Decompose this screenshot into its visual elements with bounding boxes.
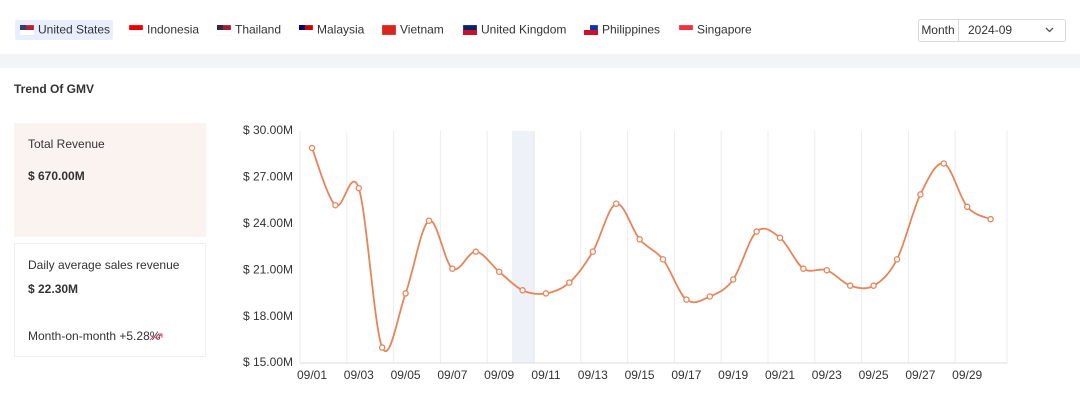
country-tab[interactable]: United States bbox=[38, 23, 110, 37]
flag bbox=[217, 30, 231, 35]
chevron bbox=[1045, 27, 1054, 33]
point bbox=[449, 265, 456, 272]
total-card bbox=[14, 123, 206, 237]
point bbox=[800, 265, 807, 272]
point bbox=[987, 215, 994, 223]
point bbox=[683, 296, 690, 303]
point bbox=[519, 287, 526, 294]
y-tick-label: $ 15.00M bbox=[243, 355, 293, 369]
country-bar bbox=[0, 0, 1080, 54]
trend-icon bbox=[149, 333, 163, 341]
x-tick-label: 09/15 bbox=[625, 368, 655, 382]
filter-value[interactable]: 2024-09 bbox=[968, 23, 1012, 37]
point bbox=[378, 344, 386, 351]
y-tick-label: $ 21.00M bbox=[243, 262, 293, 276]
x-tick-label: 09/25 bbox=[859, 368, 889, 382]
point bbox=[823, 266, 831, 274]
x-tick-label: 09/09 bbox=[484, 368, 514, 382]
point bbox=[776, 234, 784, 241]
x-tick-label: 09/23 bbox=[812, 368, 842, 382]
flag bbox=[217, 25, 223, 30]
country-tab[interactable]: United Kingdom bbox=[481, 23, 566, 37]
x-tick-label: 09/05 bbox=[391, 368, 421, 382]
x-tick-label: 09/07 bbox=[437, 368, 467, 382]
country-tab[interactable]: Vietnam bbox=[400, 23, 444, 37]
point bbox=[612, 200, 620, 207]
avg-card bbox=[14, 243, 206, 357]
country-tab[interactable]: Malaysia bbox=[317, 23, 365, 37]
card-label: Total Revenue bbox=[28, 137, 105, 151]
country-tab[interactable]: Indonesia bbox=[147, 23, 199, 37]
point bbox=[425, 217, 433, 224]
x-tick-label: 09/01 bbox=[297, 368, 327, 382]
x-tick-label: 09/29 bbox=[952, 368, 982, 382]
flag bbox=[584, 25, 590, 30]
point bbox=[308, 144, 316, 152]
point bbox=[355, 184, 363, 192]
x-tick-label: 09/17 bbox=[671, 368, 701, 382]
point bbox=[753, 228, 760, 235]
x-tick-label: 09/13 bbox=[578, 368, 608, 382]
flag bbox=[20, 25, 26, 30]
y-tick-label: $ 27.00M bbox=[243, 170, 293, 184]
flag bbox=[584, 30, 598, 35]
point bbox=[402, 290, 409, 297]
point bbox=[542, 290, 550, 297]
point bbox=[589, 248, 597, 255]
point bbox=[940, 160, 948, 167]
x-tick-label: 09/21 bbox=[765, 368, 795, 382]
country-tab[interactable]: Singapore bbox=[697, 23, 752, 37]
point bbox=[893, 256, 901, 263]
y-tick-label: $ 18.00M bbox=[243, 309, 293, 323]
point bbox=[495, 268, 503, 275]
point bbox=[846, 282, 854, 289]
flag bbox=[463, 30, 477, 35]
point bbox=[706, 293, 714, 300]
x-tick-label: 09/11 bbox=[531, 368, 560, 382]
point bbox=[729, 276, 737, 283]
x-tick-label: 09/03 bbox=[344, 368, 374, 382]
tab-selected-bg bbox=[15, 20, 113, 40]
point bbox=[963, 203, 971, 211]
flag bbox=[20, 30, 34, 35]
point bbox=[332, 201, 339, 209]
flag bbox=[129, 30, 143, 35]
flag bbox=[381, 24, 397, 36]
card-label: Daily average sales revenue bbox=[28, 258, 180, 272]
x-tick-label: 09/27 bbox=[905, 368, 935, 382]
hover-band bbox=[512, 131, 535, 363]
card-value: $ 670.00M bbox=[28, 169, 85, 183]
y-tick-label: $ 30.00M bbox=[243, 123, 293, 137]
point bbox=[917, 191, 924, 198]
card-value: $ 22.30M bbox=[28, 282, 78, 296]
section-title: Trend Of GMV bbox=[14, 82, 94, 96]
point bbox=[566, 279, 573, 286]
flag bbox=[299, 25, 305, 30]
x-tick-label: 09/19 bbox=[718, 368, 748, 382]
y-tick-label: $ 24.00M bbox=[243, 216, 293, 230]
month-select[interactable] bbox=[918, 19, 1066, 42]
filter-label: Month bbox=[921, 23, 954, 37]
point bbox=[636, 236, 643, 243]
point bbox=[659, 256, 667, 263]
point bbox=[870, 282, 877, 289]
flag bbox=[679, 30, 693, 35]
point bbox=[472, 248, 480, 255]
flag bbox=[299, 30, 313, 35]
country-tab[interactable]: Thailand bbox=[235, 23, 281, 37]
card-change: Month-on-month +5.28% bbox=[28, 329, 161, 343]
country-tab[interactable]: Philippines bbox=[602, 23, 660, 37]
